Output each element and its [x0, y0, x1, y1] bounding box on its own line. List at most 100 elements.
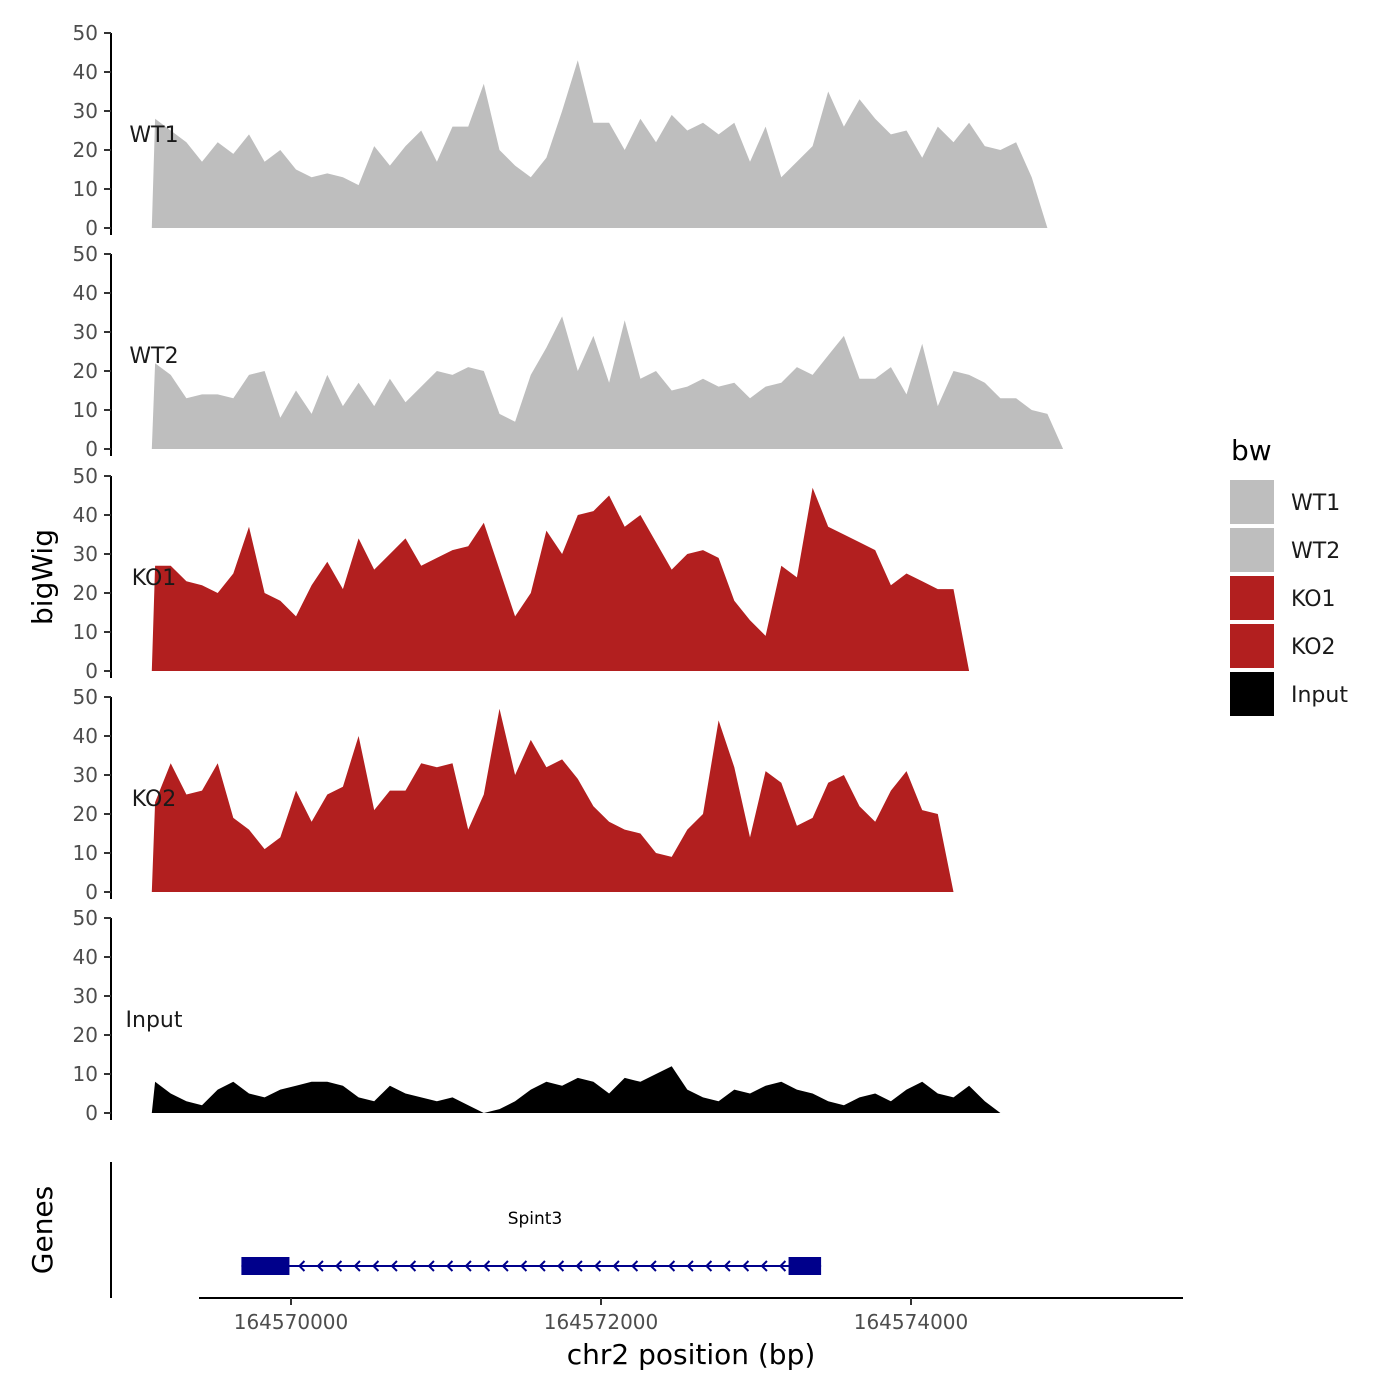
y-tick-label-input-0: 0 — [85, 1101, 98, 1125]
x-tick-label-0: 164570000 — [234, 1310, 349, 1334]
track-wt2: 0 10 20 30 40 50 WT2 — [73, 242, 1128, 461]
legend: bw WT1 WT2 KO1 KO2 Input — [1230, 434, 1348, 716]
strand-arrow-icon — [594, 1260, 602, 1272]
gene-exon-1 — [788, 1257, 822, 1275]
strand-arrow-icon — [538, 1260, 546, 1272]
strand-arrow-icon — [668, 1260, 676, 1272]
y-tick-label-input-10: 10 — [73, 1062, 98, 1086]
y-tick-label-input-40: 40 — [73, 945, 98, 969]
gene-glyphs: Spint3 — [241, 1209, 822, 1275]
strand-arrow-icon — [501, 1260, 509, 1272]
y-tick-label-wt2-10: 10 — [73, 398, 98, 422]
area-input — [151, 1066, 1128, 1113]
y-tick-label-ko2-10: 10 — [73, 841, 98, 865]
y-tick-label-wt2-20: 20 — [73, 359, 98, 383]
y-tick-label-ko2-50: 50 — [73, 685, 98, 709]
genes-panel: Spint3 — [110, 1162, 822, 1298]
legend-key-wt1 — [1230, 480, 1274, 524]
legend-label-ko1: KO1 — [1291, 587, 1336, 612]
x-axis-title: chr2 position (bp) — [567, 1338, 816, 1371]
y-tick-label-ko1-10: 10 — [73, 620, 98, 644]
track-ko2: 0 10 20 30 40 50 KO2 — [73, 685, 1128, 904]
track-input: 0 10 20 30 40 50 Input — [73, 906, 1128, 1125]
y-tick-label-wt1-30: 30 — [73, 99, 98, 123]
strand-arrow-icon — [390, 1260, 398, 1272]
legend-label-wt2: WT2 — [1291, 539, 1340, 564]
y-tick-label-wt2-50: 50 — [73, 242, 98, 266]
x-tick-label-2: 164574000 — [854, 1310, 969, 1334]
strand-arrow-icon — [316, 1260, 324, 1272]
strand-arrow-icon — [649, 1260, 657, 1272]
y-tick-label-ko1-20: 20 — [73, 581, 98, 605]
area-wt2 — [151, 316, 1128, 449]
y-tick-label-input-20: 20 — [73, 1023, 98, 1047]
strand-arrow-icon — [723, 1260, 731, 1272]
strand-arrow-icon — [427, 1260, 435, 1272]
strand-arrow-icon — [760, 1260, 768, 1272]
track-label-wt2: WT2 — [129, 344, 178, 369]
strand-arrow-icon — [631, 1260, 639, 1272]
legend-label-input: Input — [1291, 683, 1348, 708]
y-tick-label-ko2-20: 20 — [73, 802, 98, 826]
track-wt1: 0 10 20 30 40 50 WT1 — [73, 21, 1128, 240]
x-tick-label-1: 164572000 — [544, 1310, 659, 1334]
legend-title: bw — [1231, 434, 1272, 467]
legend-key-wt2 — [1230, 528, 1274, 572]
area-wt1 — [151, 60, 1128, 228]
y-tick-label-ko2-30: 30 — [73, 763, 98, 787]
area-ko2 — [151, 708, 1128, 892]
strand-arrow-icon — [612, 1260, 620, 1272]
legend-label-ko2: KO2 — [1291, 635, 1336, 660]
y-tick-label-wt2-40: 40 — [73, 281, 98, 305]
y-tick-label-ko1-40: 40 — [73, 503, 98, 527]
strand-arrow-icon — [779, 1260, 787, 1272]
strand-arrow-icon — [409, 1260, 417, 1272]
strand-arrow-icon — [686, 1260, 694, 1272]
y-tick-label-wt1-10: 10 — [73, 177, 98, 201]
y-tick-label-wt1-50: 50 — [73, 21, 98, 45]
legend-key-ko2 — [1230, 624, 1274, 668]
x-ticks: 164570000 164572000 164574000 — [234, 1298, 969, 1334]
legend-key-ko1 — [1230, 576, 1274, 620]
legend-label-wt1: WT1 — [1291, 491, 1340, 516]
strand-arrow-icon — [353, 1260, 361, 1272]
y-tick-label-input-50: 50 — [73, 906, 98, 930]
strand-arrow-icon — [335, 1260, 343, 1272]
legend-items: WT1 WT2 KO1 KO2 Input — [1230, 480, 1348, 716]
track-label-input: Input — [126, 1008, 183, 1033]
strand-arrow-icon — [446, 1260, 454, 1272]
y-axis-title: bigWig — [26, 529, 59, 625]
strand-arrow-icon — [372, 1260, 380, 1272]
track-ko1: 0 10 20 30 40 50 KO1 — [73, 464, 1128, 683]
strand-arrow-icon — [298, 1260, 306, 1272]
strand-arrow-icon — [464, 1260, 472, 1272]
area-ko1 — [151, 487, 1128, 671]
y-tick-label-input-30: 30 — [73, 984, 98, 1008]
y-tick-label-wt1-20: 20 — [73, 138, 98, 162]
legend-key-input — [1230, 672, 1274, 716]
y-tick-label-wt1-0: 0 — [85, 216, 98, 240]
track-label-ko2: KO2 — [132, 787, 177, 812]
strand-arrow-icon — [575, 1260, 583, 1272]
genes-axis-title: Genes — [26, 1186, 59, 1274]
y-tick-label-wt2-0: 0 — [85, 437, 98, 461]
track-label-ko1: KO1 — [132, 566, 177, 591]
strand-arrow-icon — [705, 1260, 713, 1272]
strand-arrow-icon — [520, 1260, 528, 1272]
y-tick-label-ko1-30: 30 — [73, 542, 98, 566]
strand-arrow-icon — [742, 1260, 750, 1272]
y-tick-label-ko2-0: 0 — [85, 880, 98, 904]
strand-arrow-icon — [483, 1260, 491, 1272]
track-label-wt1: WT1 — [129, 123, 178, 148]
gene-exon-0 — [241, 1257, 290, 1275]
y-tick-label-ko1-0: 0 — [85, 659, 98, 683]
x-axis: 164570000 164572000 164574000 — [199, 1297, 1183, 1334]
y-tick-label-ko2-40: 40 — [73, 724, 98, 748]
y-tick-label-ko1-50: 50 — [73, 464, 98, 488]
y-tick-label-wt1-40: 40 — [73, 60, 98, 84]
y-tick-label-wt2-30: 30 — [73, 320, 98, 344]
gene-label-spint3: Spint3 — [508, 1209, 563, 1229]
strand-arrow-icon — [557, 1260, 565, 1272]
tracks: 0 10 20 30 40 50 WT1 0 10 20 30 40 50 WT2 0 10 20 30 40 50 K… — [73, 21, 1128, 1125]
